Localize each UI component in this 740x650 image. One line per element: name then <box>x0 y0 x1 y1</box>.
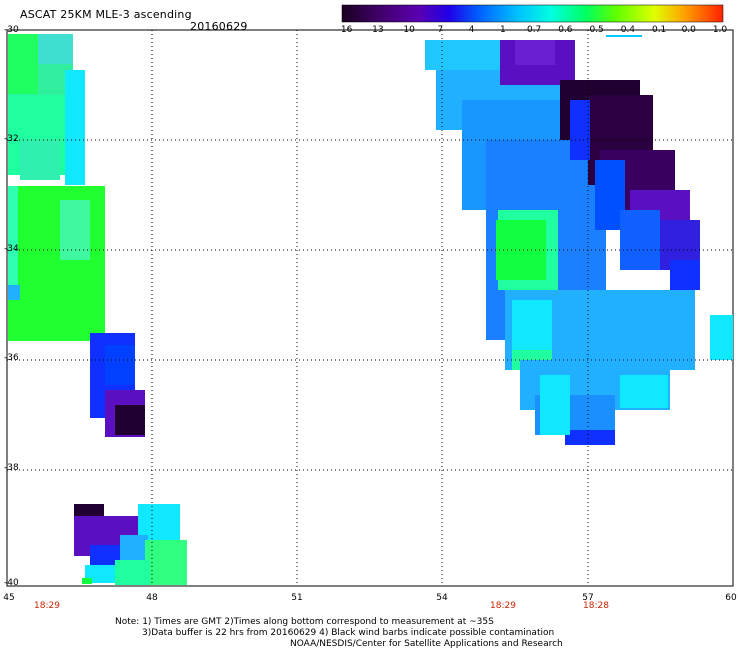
wind-cell <box>496 220 546 280</box>
lon-label: 45 <box>3 593 15 603</box>
colorbar-tick-label: -0.7 <box>523 25 542 35</box>
pass-time-label: 18:29 <box>490 601 516 611</box>
wind-cell <box>115 560 150 585</box>
wind-cell <box>670 260 700 290</box>
wind-cell <box>8 186 18 296</box>
colorbar-tick-label: 1.0 <box>712 25 728 35</box>
lat-label: -30 <box>4 25 19 35</box>
wind-cell <box>512 300 552 350</box>
map-frame <box>6 29 734 587</box>
colorbar-tick-label: -0.6 <box>554 25 573 35</box>
wind-cell <box>85 565 115 583</box>
wind-cell <box>145 540 187 585</box>
wind-cell <box>38 34 73 64</box>
lon-label: 57 <box>582 593 594 603</box>
colorbar-tick-label: -10 <box>400 25 415 35</box>
footnote-line-1: Note: 1) Times are GMT 2)Times along bot… <box>115 617 494 627</box>
lat-label: -40 <box>4 578 19 588</box>
lat-label: -36 <box>4 353 19 363</box>
colorbar-tick-label: -7 <box>434 25 444 35</box>
product-title: ASCAT 25KM MLE-3 ascending <box>20 8 192 21</box>
wind-cell <box>20 140 60 180</box>
colorbar-tick-label: -16 <box>337 25 353 35</box>
wind-cell <box>515 40 555 65</box>
lon-label: 60 <box>725 593 737 603</box>
wind-cell <box>65 70 85 185</box>
colorbar-tick-label: -0.1 <box>648 25 667 35</box>
colorbar-tick-label: 0.0 <box>681 25 696 35</box>
lon-label: 51 <box>291 593 303 603</box>
wind-cell <box>620 210 660 270</box>
wind-cell <box>570 100 590 160</box>
colorbar-tick-label: -4 <box>465 25 475 35</box>
lon-label: 48 <box>146 593 158 603</box>
colorbar-tick-label: -0.5 <box>586 25 604 35</box>
colorbar-tick-label: -13 <box>368 25 384 35</box>
pass-time-label: 18:29 <box>34 601 60 611</box>
colorbar-tick-label: -1 <box>496 25 506 35</box>
lat-label: -34 <box>4 244 19 254</box>
wind-cell <box>8 186 105 341</box>
wind-cell <box>90 545 120 565</box>
wind-field-tiles <box>8 34 733 585</box>
pass-time-label: 18:28 <box>583 601 609 611</box>
colorbar-tick-label: -0.4 <box>617 25 636 35</box>
wind-cell <box>8 285 20 300</box>
wind-cell <box>710 315 733 360</box>
wind-cell <box>60 200 90 260</box>
footnote-line-2: 3)Data buffer is 22 hrs from 20160629 4)… <box>142 628 555 638</box>
wind-cell <box>115 405 145 435</box>
wind-cell <box>120 535 148 560</box>
wind-cell <box>82 578 92 584</box>
lat-label: -32 <box>4 134 19 144</box>
colorbar <box>341 4 724 37</box>
wind-cell <box>8 34 38 94</box>
wind-cell <box>540 375 570 435</box>
wind-cell <box>74 504 104 516</box>
wind-cell <box>565 430 615 445</box>
lat-label: -38 <box>4 463 19 473</box>
wind-cell <box>620 375 668 408</box>
lon-label: 54 <box>436 593 448 603</box>
graticule <box>7 30 733 586</box>
footnote-line-3: NOAA/NESDIS/Center for Satellite Applica… <box>290 639 563 649</box>
wind-cell <box>105 345 135 385</box>
